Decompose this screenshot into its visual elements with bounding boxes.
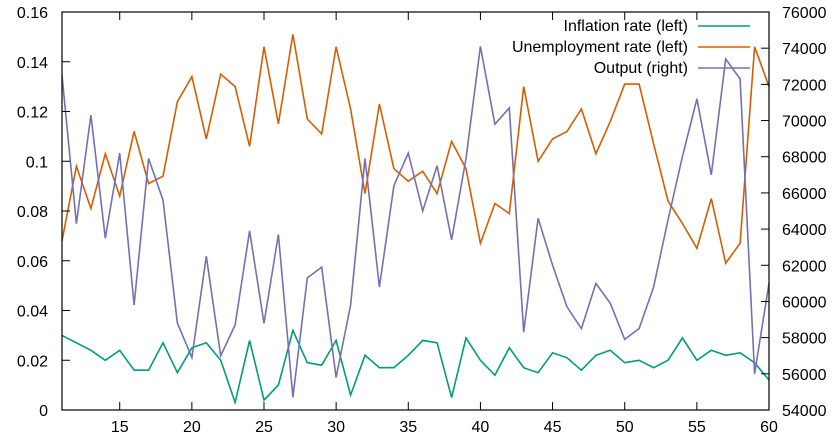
- y-right-tick-label: 76000: [782, 5, 827, 22]
- legend-label: Inflation rate (left): [564, 18, 689, 35]
- y-right-tick-label: 70000: [782, 114, 827, 131]
- y-left-tick-label: 0.12: [17, 105, 48, 122]
- y-left-tick-label: 0.08: [17, 204, 48, 221]
- legend-label: Output (right): [594, 60, 688, 77]
- y-left-tick-label: 0.04: [17, 304, 48, 321]
- y-right-tick-label: 62000: [782, 258, 827, 275]
- y-left-tick-label: 0.02: [17, 353, 48, 370]
- y-left-tick-label: 0.16: [17, 5, 48, 22]
- y-left-tick-label: 0.06: [17, 254, 48, 271]
- y-right-tick-label: 72000: [782, 77, 827, 94]
- series-line-3: [61, 46, 770, 398]
- x-tick-label: 55: [688, 419, 706, 436]
- x-tick-label: 35: [399, 419, 417, 436]
- x-tick-label: 50: [616, 419, 634, 436]
- legend-label: Unemployment rate (left): [512, 39, 688, 56]
- y-right-tick-label: 74000: [782, 41, 827, 58]
- x-tick-label: 40: [472, 419, 490, 436]
- y-right-tick-label: 66000: [782, 186, 827, 203]
- x-tick-label: 20: [183, 419, 201, 436]
- x-tick-label: 25: [255, 419, 273, 436]
- y-right-tick-label: 58000: [782, 331, 827, 348]
- y-right-tick-label: 54000: [782, 403, 827, 420]
- x-tick-label: 45: [544, 419, 562, 436]
- legend: Inflation rate (left) Unemployment rate (…: [512, 18, 750, 77]
- y-left-tick-label: 0.1: [26, 154, 48, 171]
- y-left-tick-label: 0: [39, 403, 48, 420]
- x-tick-label: 30: [327, 419, 345, 436]
- series-line-1: [61, 328, 770, 406]
- y-left-tick-label: 0.14: [17, 55, 48, 72]
- plot-area: [61, 34, 770, 406]
- y-right-tick-label: 68000: [782, 150, 827, 167]
- y-right-tick-label: 56000: [782, 367, 827, 384]
- x-tick-label: 15: [111, 419, 129, 436]
- axes: 15 20 25 30 35 40 45 50 55 60 0 0.02 0.04 0.06 0.08 0.1…: [17, 5, 827, 436]
- x-tick-label: 60: [760, 419, 778, 436]
- y-right-tick-label: 64000: [782, 222, 827, 239]
- y-right-tick-label: 60000: [782, 294, 827, 311]
- series-line-2: [61, 34, 770, 266]
